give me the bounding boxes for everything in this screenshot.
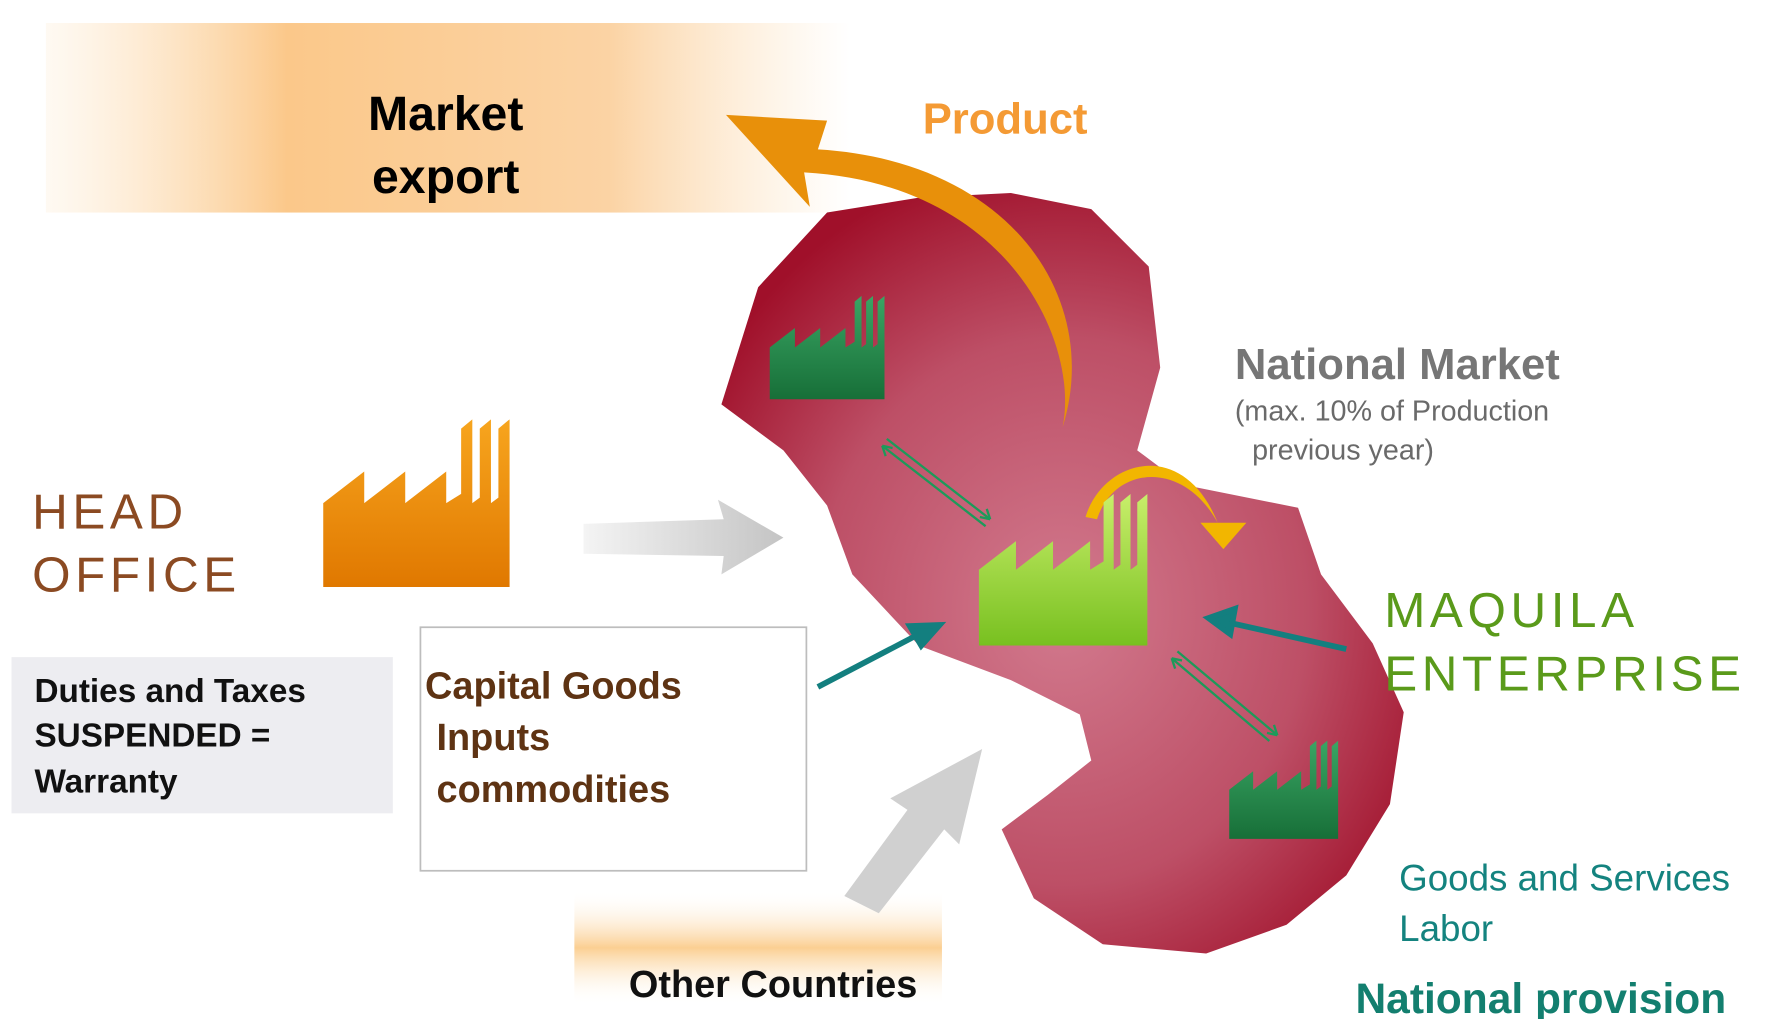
capital-box bbox=[419, 626, 808, 872]
label: MAQUILA bbox=[1384, 583, 1638, 638]
head-arrow bbox=[583, 499, 784, 575]
other-countries: Other Countries bbox=[629, 964, 917, 1006]
product-label: Product bbox=[923, 94, 1088, 143]
label: Inputs bbox=[437, 717, 551, 759]
maquila: MAQUILA ENTERPRISE bbox=[1384, 583, 1745, 701]
capital-text: Capital Goods Inputs commodities bbox=[425, 665, 682, 810]
exchange-arrows bbox=[881, 437, 1279, 742]
national-market-title: National Market bbox=[1235, 340, 1560, 389]
market-export: Market export bbox=[368, 87, 524, 204]
label: Duties and Taxes bbox=[34, 673, 305, 710]
label: Capital Goods bbox=[425, 665, 682, 707]
duties-text: Duties and Taxes SUSPENDED = Warranty bbox=[34, 673, 305, 801]
head-office: HEAD OFFICE bbox=[32, 484, 241, 603]
national-arrow bbox=[1085, 465, 1247, 550]
note: (max. 10% of Production bbox=[1235, 395, 1549, 427]
teal-arrows bbox=[816, 604, 1347, 690]
head-factory bbox=[323, 419, 510, 588]
provision-title: National provision bbox=[1355, 976, 1726, 1019]
other-arrow bbox=[844, 749, 983, 914]
label: SUSPENDED = bbox=[34, 718, 270, 755]
label: ENTERPRISE bbox=[1384, 646, 1745, 701]
label: OFFICE bbox=[32, 548, 241, 603]
label: Market bbox=[368, 87, 524, 141]
provision-item: Goods and Services bbox=[1399, 857, 1730, 898]
label: HEAD bbox=[32, 484, 188, 539]
label: export bbox=[372, 150, 519, 204]
note: previous year) bbox=[1252, 435, 1434, 467]
provision-item: Labor bbox=[1399, 908, 1493, 949]
export-band bbox=[45, 23, 851, 213]
duties-box bbox=[11, 657, 393, 814]
label: Warranty bbox=[34, 764, 178, 801]
product-arrow bbox=[725, 114, 1072, 428]
label: commodities bbox=[437, 769, 671, 811]
